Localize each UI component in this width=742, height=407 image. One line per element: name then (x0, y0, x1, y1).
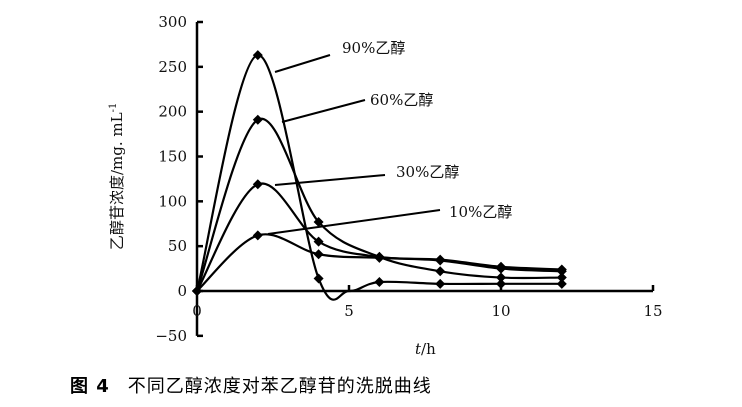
series-line (195, 117, 562, 292)
data-point-marker (435, 255, 446, 266)
figure-number: 图 4 (70, 376, 110, 397)
label-30-ethanol: 30%乙醇 (396, 163, 459, 181)
series-leaders (267, 54, 441, 235)
leader-10 (267, 209, 441, 235)
y-tick-label: 200 (158, 103, 187, 121)
y-tick-labels: −50 0 50 100 150 200 250 300 (155, 13, 187, 345)
data-point-marker (556, 278, 567, 289)
x-tick-label: 0 (192, 302, 202, 320)
x-tick-label: 10 (491, 302, 510, 320)
x-tick-label: 5 (344, 302, 354, 320)
caption-text: 不同乙醇浓度对苯乙醇苷的洗脱曲线 (127, 376, 432, 397)
y-tick-label: −50 (155, 327, 187, 345)
y-tick-label: 250 (158, 58, 187, 76)
data-point-marker (252, 114, 263, 125)
y-tick-label: 0 (177, 282, 187, 300)
data-point-marker (556, 266, 567, 277)
data-point-marker (192, 286, 202, 296)
data-point-marker (252, 179, 263, 190)
series-line (195, 54, 562, 301)
data-point-marker (435, 266, 446, 277)
data-point-marker (313, 273, 324, 284)
y-tick-label: 150 (158, 148, 187, 166)
y-axis-title: 乙醇苷浓度/mg. mL-1 (108, 103, 126, 250)
y-tick-label: 300 (158, 13, 187, 31)
data-point-marker (313, 216, 324, 227)
data-point-marker (374, 252, 385, 263)
data-point-marker (252, 50, 263, 61)
x-tick-labels: 0 5 10 15 (192, 302, 662, 320)
label-10-ethanol: 10%乙醇 (449, 203, 512, 221)
data-point-marker (252, 230, 263, 241)
data-point-marker (313, 249, 324, 260)
series-markers (192, 50, 567, 296)
data-point-marker (374, 277, 385, 288)
data-point-marker (435, 278, 446, 289)
data-point-marker (496, 278, 506, 289)
data-point-marker (313, 236, 324, 247)
x-axis-title: t/h (415, 340, 436, 358)
leader-90 (274, 54, 331, 73)
data-point-marker (496, 263, 506, 274)
data-point-marker (496, 272, 506, 283)
leader-30 (274, 174, 386, 186)
label-60-ethanol: 60%乙醇 (370, 91, 433, 109)
leader-60 (281, 99, 366, 123)
label-90-ethanol: 90%乙醇 (342, 39, 405, 57)
y-tick-label: 50 (168, 237, 187, 255)
x-tick-label: 15 (643, 302, 662, 320)
y-tick-label: 100 (158, 192, 187, 210)
figure-caption: 图 4 不同乙醇浓度对苯乙醇苷的洗脱曲线 (70, 372, 432, 398)
data-point-marker (556, 272, 567, 283)
x-axis (195, 285, 655, 293)
